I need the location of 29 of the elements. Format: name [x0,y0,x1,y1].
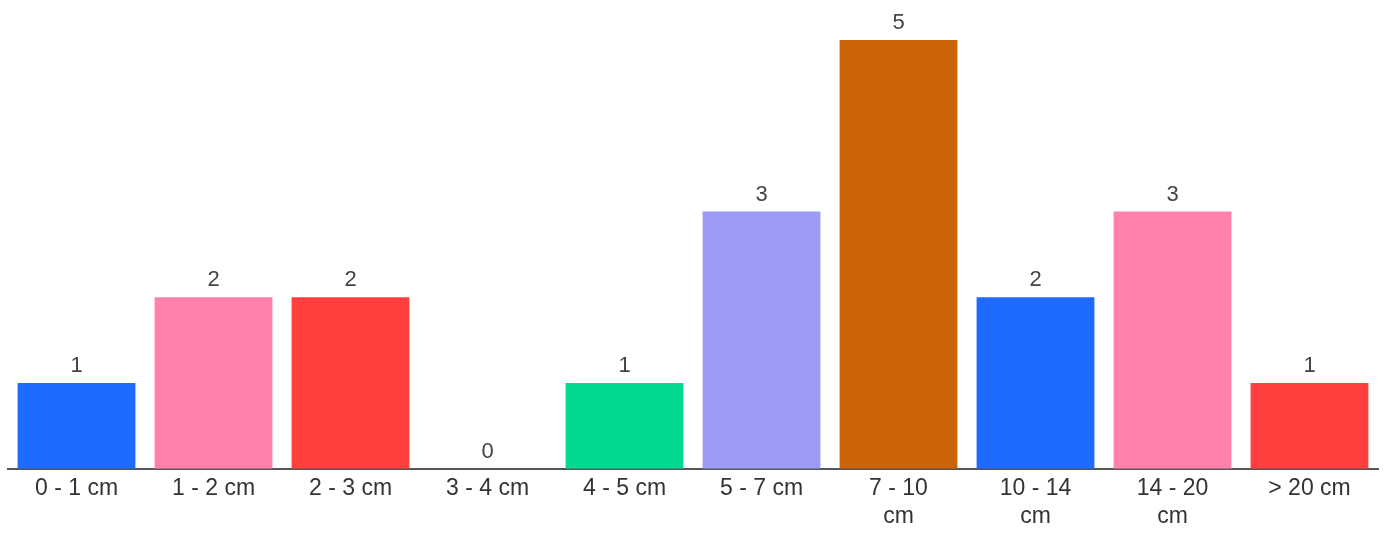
bar [565,383,684,469]
x-tick-label: 7 - 10 cm [869,473,928,528]
data-label: 5 [892,9,905,35]
data-label: 3 [755,180,768,206]
x-tick-label: 2 - 3 cm [308,473,393,500]
data-label: 0 [481,437,494,463]
data-label: 1 [618,352,631,378]
bar [17,383,136,469]
x-tick-label: 4 - 5 cm [582,473,667,500]
bar [839,40,958,469]
data-label: 2 [207,266,220,292]
x-tick-label: 3 - 4 cm [445,473,530,500]
data-label: 3 [1166,180,1179,206]
bar [1250,383,1369,469]
bar [154,297,273,469]
bar [1113,211,1232,469]
x-tick-label: 0 - 1 cm [34,473,119,500]
data-label: 1 [1303,352,1316,378]
data-label: 2 [1029,266,1042,292]
bar [702,211,821,469]
data-label: 1 [70,352,83,378]
bar [291,297,410,469]
x-tick-label: 10 - 14 cm [999,473,1072,528]
data-label: 2 [344,266,357,292]
bar [976,297,1095,469]
x-tick-label: 14 - 20 cm [1136,473,1209,528]
x-tick-label: 5 - 7 cm [719,473,804,500]
x-tick-label: 1 - 2 cm [171,473,256,500]
x-tick-label: > 20 cm [1268,473,1351,500]
